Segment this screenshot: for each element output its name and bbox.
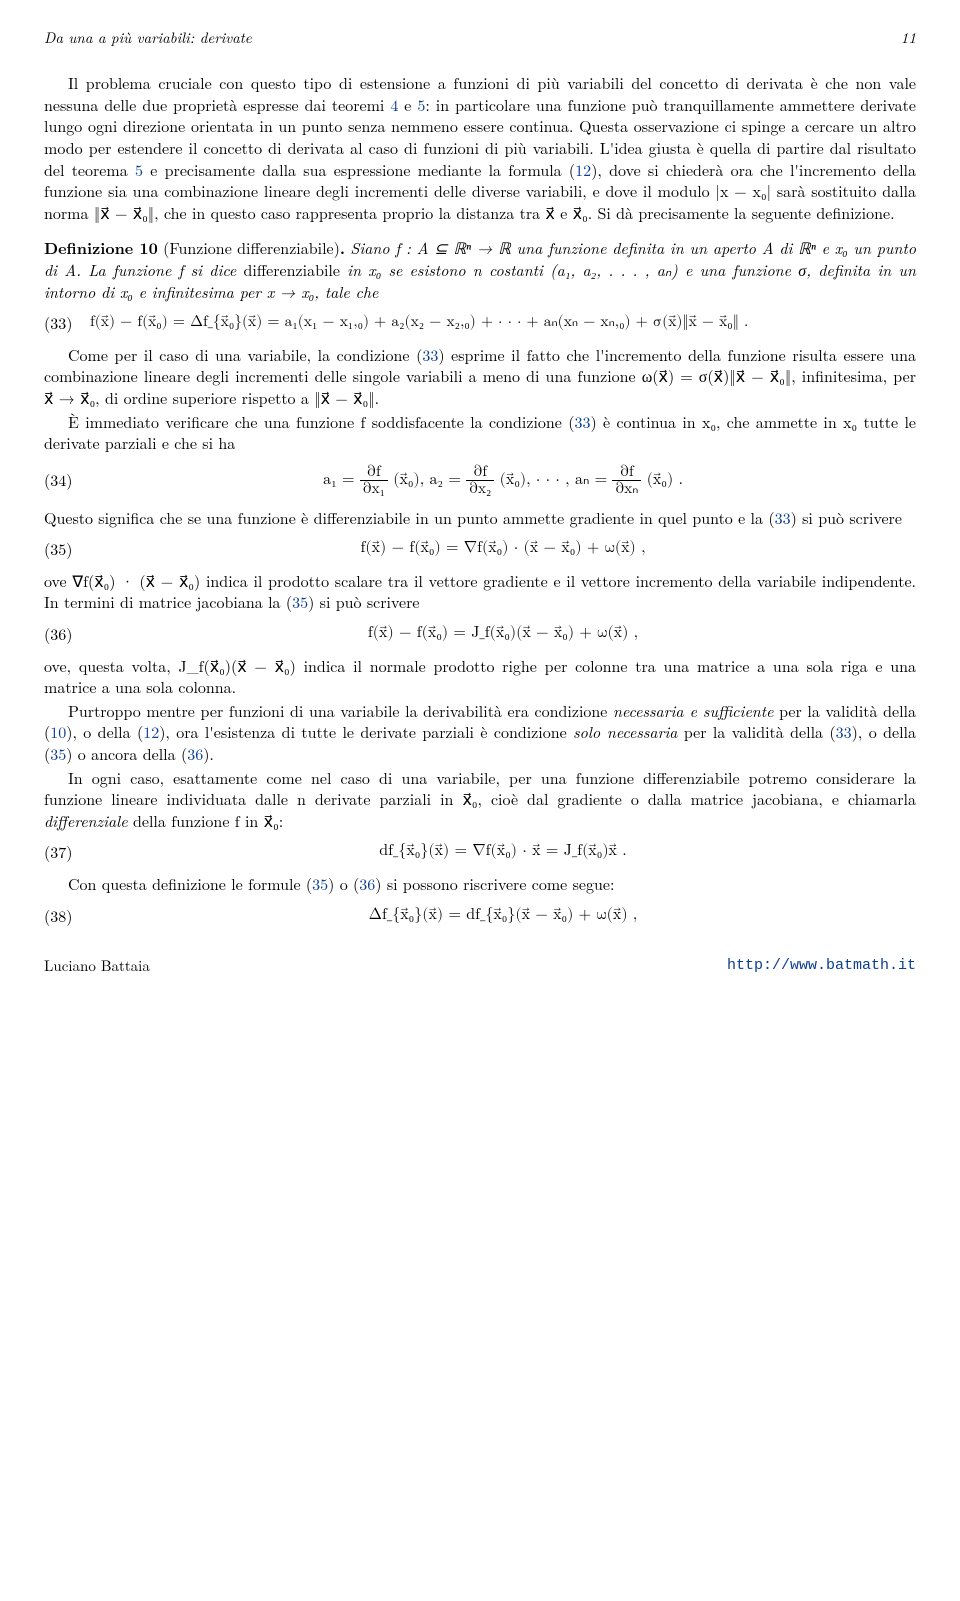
- header-left: Da una a più variabili: derivate: [44, 28, 252, 48]
- equation-35: (35) f(x⃗) − f(x⃗₀) = ∇f(x⃗₀) · (x⃗ − x⃗…: [44, 538, 916, 560]
- paragraph-4: Questo significa che se una funzione è d…: [44, 507, 916, 529]
- eq-number: (34): [44, 469, 90, 491]
- eq-body: df_{x⃗₀}(x⃗) = ∇f(x⃗₀) · x⃗ = J_f(x⃗₀)x⃗…: [90, 841, 916, 863]
- eq-body: Δf_{x⃗₀}(x⃗) = df_{x⃗₀}(x⃗ − x⃗₀) + ω(x⃗…: [90, 905, 916, 927]
- ref-eq-35[interactable]: 35: [292, 590, 308, 613]
- ref-eq-35c[interactable]: 35: [312, 872, 328, 895]
- paragraph-7: Purtroppo mentre per funzioni di una var…: [44, 700, 916, 765]
- running-header: Da una a più variabili: derivate 11: [44, 28, 916, 48]
- paragraph-2: Come per il caso di una variabile, la co…: [44, 344, 916, 409]
- ref-eq-35b[interactable]: 35: [50, 742, 66, 765]
- equation-38: (38) Δf_{x⃗₀}(x⃗) = df_{x⃗₀}(x⃗ − x⃗₀) +…: [44, 905, 916, 927]
- eq-body: a₁ = ∂f∂x₁ (x⃗₀), a₂ = ∂f∂x₂ (x⃗₀), · · …: [90, 464, 916, 497]
- equation-36: (36) f(x⃗) − f(x⃗₀) = J_f(x⃗₀)(x⃗ − x⃗₀)…: [44, 623, 916, 645]
- equation-33: (33) f(x⃗) − f(x⃗₀) = Δf_{x⃗₀}(x⃗) = a₁(…: [44, 312, 916, 334]
- ref-eq-12[interactable]: 12: [575, 158, 591, 181]
- footer-author: Luciano Battaia: [44, 956, 150, 976]
- paragraph-9: Con questa definizione le formule (35) o…: [44, 873, 916, 895]
- eq-number: (35): [44, 538, 90, 560]
- eq-number: (36): [44, 623, 90, 645]
- eq-body: f(x⃗) − f(x⃗₀) = ∇f(x⃗₀) · (x⃗ − x⃗₀) + …: [90, 538, 916, 560]
- eq-number: (37): [44, 841, 90, 863]
- page-number: 11: [901, 28, 916, 48]
- ref-eq-36b[interactable]: 36: [359, 872, 375, 895]
- ref-eq-33c[interactable]: 33: [775, 506, 791, 529]
- ref-eq-36[interactable]: 36: [187, 742, 203, 765]
- eq-body: f(x⃗) − f(x⃗₀) = J_f(x⃗₀)(x⃗ − x⃗₀) + ω(…: [90, 623, 916, 645]
- paragraph-8: In ogni caso, esattamente come nel caso …: [44, 767, 916, 832]
- equation-37: (37) df_{x⃗₀}(x⃗) = ∇f(x⃗₀) · x⃗ = J_f(x…: [44, 841, 916, 863]
- ref-eq-33d[interactable]: 33: [836, 720, 852, 743]
- eq-number: (33): [44, 312, 90, 334]
- paragraph-3: È immediato verificare che una funzione …: [44, 411, 916, 454]
- ref-eq-33b[interactable]: 33: [574, 410, 590, 433]
- ref-eq-12b[interactable]: 12: [143, 720, 159, 743]
- footer-url[interactable]: http://www.batmath.it: [727, 956, 916, 976]
- page-footer: Luciano Battaia http://www.batmath.it: [44, 956, 916, 976]
- ref-eq-33[interactable]: 33: [422, 343, 438, 366]
- equation-34: (34) a₁ = ∂f∂x₁ (x⃗₀), a₂ = ∂f∂x₂ (x⃗₀),…: [44, 464, 916, 497]
- paragraph-6: ove, questa volta, J_f(x⃗₀)(x⃗ − x⃗₀) in…: [44, 655, 916, 698]
- paragraph-1: Il problema cruciale con questo tipo di …: [44, 72, 916, 223]
- ref-eq-10[interactable]: 10: [50, 720, 66, 743]
- eq-number: (38): [44, 905, 90, 927]
- ref-theorem-5b[interactable]: 5: [135, 158, 143, 181]
- paragraph-5: ove ∇f(x⃗₀) · (x⃗ − x⃗₀) indica il prodo…: [44, 570, 916, 613]
- definition-10: Definizione 10 (Funzione differenziabile…: [44, 237, 916, 302]
- eq-body: f(x⃗) − f(x⃗₀) = Δf_{x⃗₀}(x⃗) = a₁(x₁ − …: [90, 313, 916, 334]
